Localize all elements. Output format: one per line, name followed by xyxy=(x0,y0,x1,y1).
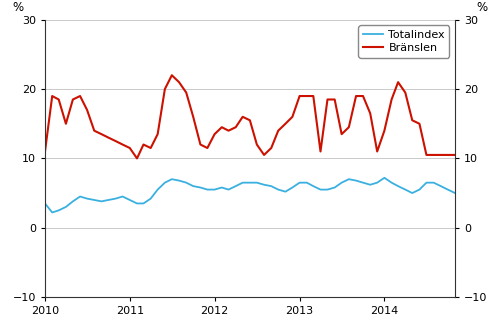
Line: Totalindex: Totalindex xyxy=(45,178,500,228)
Text: %: % xyxy=(13,1,24,14)
Text: %: % xyxy=(476,1,487,14)
Line: Bränslen: Bränslen xyxy=(45,75,500,286)
Legend: Totalindex, Bränslen: Totalindex, Bränslen xyxy=(358,25,450,57)
